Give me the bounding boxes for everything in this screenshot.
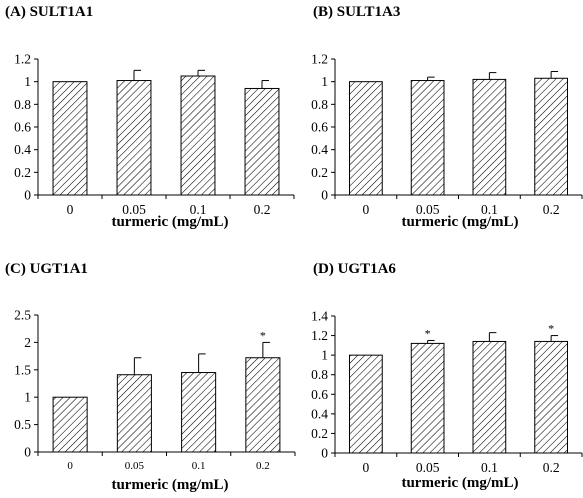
y-tick-label: 1 xyxy=(321,74,328,89)
bar xyxy=(180,75,216,196)
y-tick-label: 0.8 xyxy=(14,97,31,112)
x-tick-label: 0.05 xyxy=(122,202,146,217)
chart-svg: 0 0.2 0.4 0.6 0.8 1 1.2 1.4 0 * 0.05 0.1 * 0.2 xyxy=(311,309,583,475)
x-tick-label: 0.05 xyxy=(416,202,440,217)
bar xyxy=(410,342,445,454)
significance-marker: * xyxy=(260,328,266,342)
x-tick-label: 0.1 xyxy=(192,460,206,472)
panel-d: (D) UGT1A6 0 0.2 0.4 0.6 0.8 1 1.2 1.4 0 * 0.05 0.1… xyxy=(295,255,583,498)
chart-svg: 0 0.5 1 1.5 2 2.5 0 0.05 0.1 * 0.2 xyxy=(14,308,296,472)
panel-title: (B) SULT1A3 xyxy=(313,4,401,20)
y-tick-label: 0.2 xyxy=(311,426,328,441)
y-tick-label: 1.2 xyxy=(14,52,31,67)
x-axis-label: turmeric (mg/mL) xyxy=(111,477,229,493)
y-tick-label: 1 xyxy=(24,390,31,405)
bar xyxy=(116,80,152,196)
bar xyxy=(52,396,88,453)
y-tick-label: 0 xyxy=(321,446,328,461)
y-tick-label: 0 xyxy=(24,445,31,460)
y-tick-label: 0.8 xyxy=(311,367,328,382)
y-tick-label: 1.5 xyxy=(14,362,31,377)
x-tick-label: 0 xyxy=(67,460,73,472)
y-tick-label: 0.4 xyxy=(311,406,328,421)
y-tick-label: 0.4 xyxy=(14,142,31,157)
x-tick-label: 0.1 xyxy=(481,202,498,217)
bar xyxy=(52,81,88,196)
y-tick-label: 0.8 xyxy=(311,97,328,112)
y-tick-label: 1.2 xyxy=(311,328,328,343)
panel-b: (B) SULT1A3 0 0.2 0.4 0.6 0.8 1 1.2 0 0.05 0.1 0.2… xyxy=(295,0,583,245)
x-tick-label: 0.2 xyxy=(543,460,560,475)
bar xyxy=(349,81,383,196)
bar xyxy=(116,374,152,453)
y-tick-label: 0 xyxy=(24,188,31,203)
significance-marker: * xyxy=(425,326,431,340)
chart-svg: 0 0.2 0.4 0.6 0.8 1 1.2 0 0.05 0.1 0.2 xyxy=(14,52,295,217)
panel-a: (A) SULT1A1 0 0.2 0.4 0.6 0.8 1 1.2 0 0.05 0.1 0.2… xyxy=(0,0,295,245)
bar xyxy=(472,78,507,196)
x-tick-label: 0 xyxy=(363,460,370,475)
chart-svg: 0 0.2 0.4 0.6 0.8 1 1.2 0 0.05 0.1 0.2 xyxy=(311,52,583,217)
x-tick-label: 0.05 xyxy=(125,460,145,472)
bar xyxy=(472,340,507,454)
panel-title: (C) UGT1A1 xyxy=(5,261,88,277)
panel-title: (D) UGT1A6 xyxy=(313,261,396,277)
x-axis-label: turmeric (mg/mL) xyxy=(111,214,229,230)
x-tick-label: 0.2 xyxy=(254,202,271,217)
y-tick-label: 0.6 xyxy=(311,387,328,402)
significance-marker: * xyxy=(548,322,554,336)
bar xyxy=(244,87,280,196)
x-tick-label: 0.1 xyxy=(190,202,207,217)
x-tick-label: 0.2 xyxy=(543,202,560,217)
x-tick-label: 0 xyxy=(67,202,74,217)
y-tick-label: 0.4 xyxy=(311,142,328,157)
y-tick-label: 1.2 xyxy=(311,52,328,67)
y-tick-label: 1 xyxy=(24,74,31,89)
bar xyxy=(534,340,568,454)
x-tick-label: 0 xyxy=(363,202,370,217)
y-tick-label: 0.5 xyxy=(14,417,31,432)
y-tick-label: 1 xyxy=(321,348,328,363)
y-tick-label: 0.6 xyxy=(311,120,328,135)
bar xyxy=(245,357,281,453)
bar xyxy=(349,354,383,454)
panel-c: (C) UGT1A1 0 0.5 1 1.5 2 2.5 0 0.05 0.1 * 0.2 turm… xyxy=(0,255,296,498)
y-tick-label: 0.6 xyxy=(14,120,31,135)
x-tick-label: 0.05 xyxy=(416,460,440,475)
bar xyxy=(410,80,445,196)
y-tick-label: 0.2 xyxy=(14,165,31,180)
x-axis-label: turmeric (mg/mL) xyxy=(401,475,519,491)
y-tick-label: 1.4 xyxy=(311,309,328,324)
y-tick-label: 2 xyxy=(24,335,31,350)
panel-title: (A) SULT1A1 xyxy=(5,4,94,20)
y-tick-label: 0.2 xyxy=(311,165,328,180)
y-tick-label: 2.5 xyxy=(14,308,31,323)
bar xyxy=(181,372,217,453)
bar xyxy=(534,77,568,196)
y-tick-label: 0 xyxy=(321,188,328,203)
x-tick-label: 0.2 xyxy=(256,460,270,472)
x-axis-label: turmeric (mg/mL) xyxy=(401,214,519,230)
x-tick-label: 0.1 xyxy=(481,460,498,475)
